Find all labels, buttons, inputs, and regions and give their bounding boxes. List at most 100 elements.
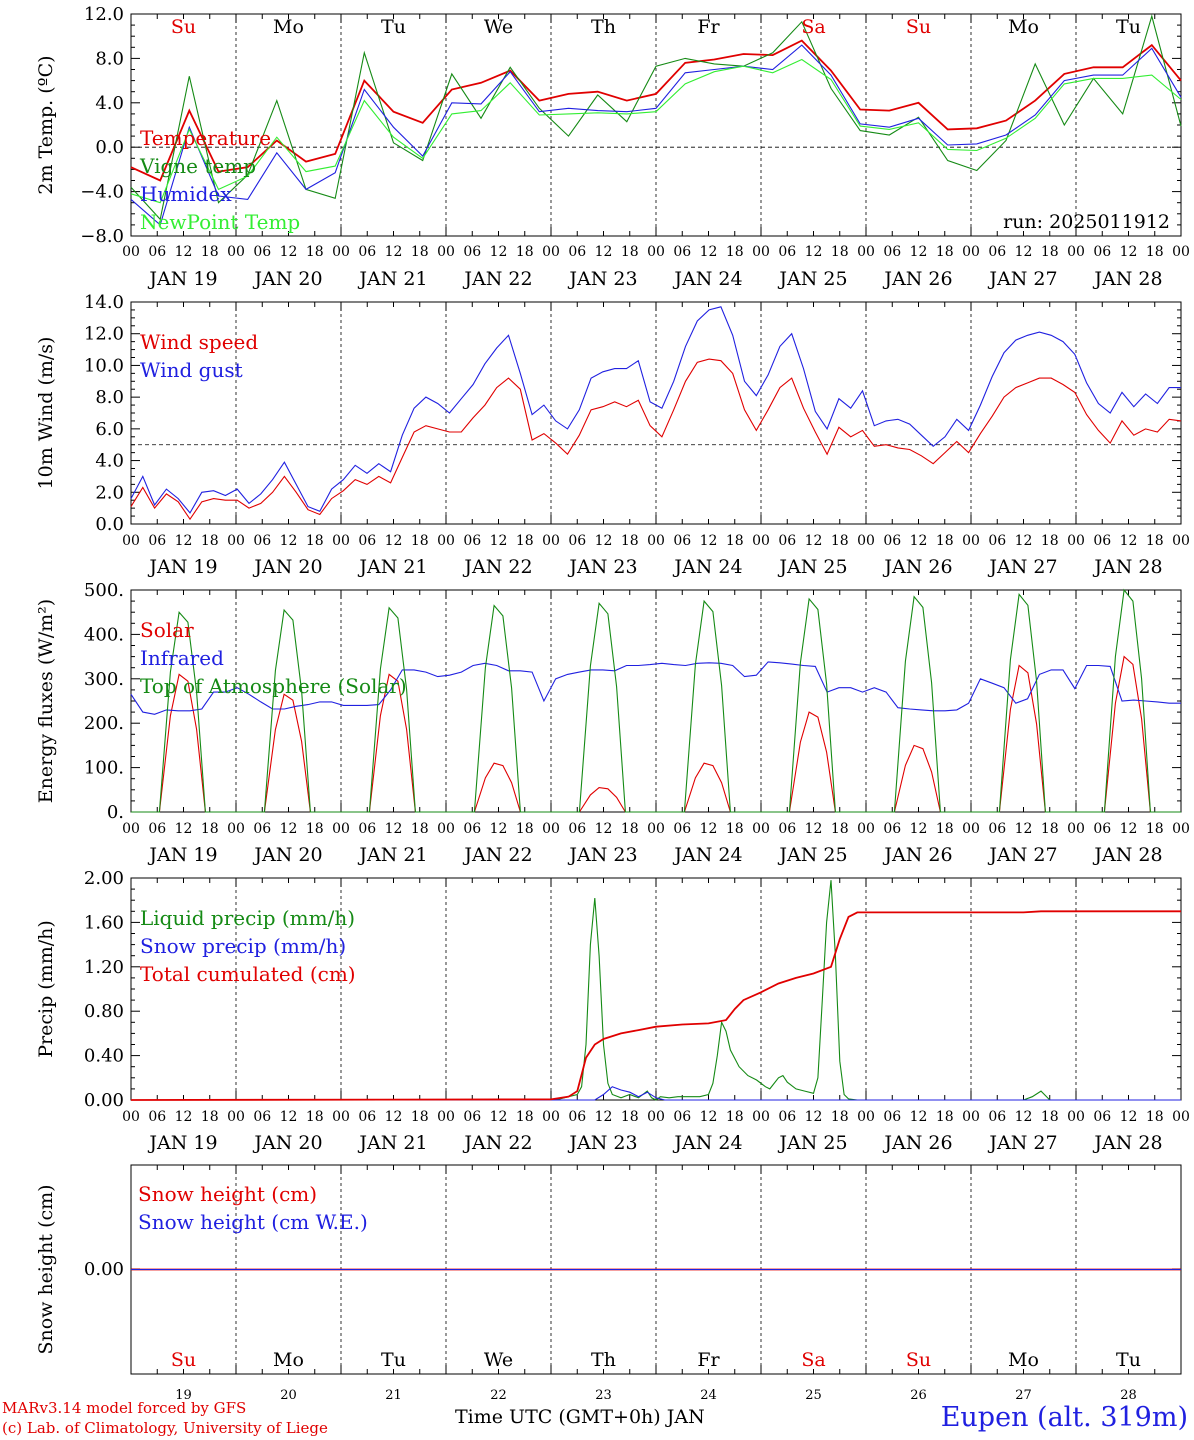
hour-tick-label: 06 [673, 821, 691, 837]
hour-tick-label: 12 [910, 1109, 928, 1125]
date-label: JAN 27 [987, 1132, 1057, 1154]
hour-tick-label: 18 [411, 1109, 429, 1125]
hour-tick-label: 12 [595, 533, 613, 549]
run-label: run: 2025011912 [1003, 211, 1170, 233]
hour-tick-label: 12 [805, 1109, 823, 1125]
hour-tick-label: 12 [175, 1109, 193, 1125]
hour-tick-label: 00 [542, 1109, 560, 1125]
hour-tick-label: 12 [805, 244, 823, 260]
hour-tick-label: 18 [516, 1109, 534, 1125]
hour-tick-label: 00 [122, 244, 140, 260]
hour-tick-label: 18 [831, 821, 849, 837]
hour-tick-label: 06 [778, 533, 796, 549]
hour-tick-label: 00 [647, 533, 665, 549]
hour-tick-label: 00 [962, 1109, 980, 1125]
hour-tick-label: 06 [148, 533, 166, 549]
hour-tick-label: 00 [1172, 244, 1190, 260]
date-label: JAN 20 [252, 556, 322, 578]
legend-entry: Wind gust [140, 358, 243, 382]
hour-tick-label: 12 [280, 1109, 298, 1125]
weekday-label: Sa [801, 16, 825, 38]
hour-tick-label: 06 [883, 533, 901, 549]
hour-tick-label: 00 [1067, 821, 1085, 837]
date-label: JAN 19 [147, 844, 217, 866]
day-number-label: 25 [805, 1388, 822, 1403]
series-line-newpoint-temp [130, 58, 1182, 204]
hour-tick-label: 06 [148, 244, 166, 260]
hour-tick-label: 00 [752, 1109, 770, 1125]
legend-entry: Total cumulated (cm) [140, 962, 356, 986]
hour-tick-label: 06 [988, 533, 1006, 549]
date-label: JAN 21 [357, 1132, 427, 1154]
hour-tick-label: 06 [358, 244, 376, 260]
hour-tick-label: 18 [201, 244, 219, 260]
hour-tick-label: 18 [831, 533, 849, 549]
date-label: JAN 26 [882, 1132, 952, 1154]
hour-tick-label: 18 [1146, 533, 1164, 549]
date-label: JAN 22 [462, 268, 532, 290]
y-tick-label: 10.0 [84, 355, 124, 376]
date-label: JAN 25 [777, 844, 847, 866]
hour-tick-label: 12 [280, 821, 298, 837]
hour-tick-label: 06 [463, 533, 481, 549]
day-number-label: 20 [280, 1388, 297, 1403]
hour-tick-label: 12 [700, 244, 718, 260]
hour-tick-label: 18 [621, 1109, 639, 1125]
series-line-liquid-precip-mm-h [131, 880, 1181, 1101]
hour-tick-label: 00 [437, 821, 455, 837]
hour-tick-label: 12 [490, 533, 508, 549]
weekday-label: We [484, 1349, 513, 1371]
hour-tick-label: 18 [306, 244, 324, 260]
hour-tick-label: 06 [358, 821, 376, 837]
x-axis-label: Time UTC (GMT+0h) JAN [455, 1406, 705, 1428]
legend-entry: Snow precip (mm/h) [140, 934, 346, 958]
hour-tick-label: 12 [1015, 533, 1033, 549]
hour-tick-label: 12 [595, 821, 613, 837]
date-label: JAN 25 [777, 556, 847, 578]
date-label: JAN 22 [462, 556, 532, 578]
day-number-label: 26 [910, 1388, 927, 1403]
y-tick-label: 0.80 [84, 1001, 124, 1022]
hour-tick-label: 12 [490, 244, 508, 260]
hour-tick-label: 06 [1093, 821, 1111, 837]
hour-tick-label: 18 [726, 533, 744, 549]
day-number-label: 24 [700, 1388, 717, 1403]
legend-entry: Top of Atmosphere (Solar) [140, 674, 407, 698]
hour-tick-label: 00 [542, 244, 560, 260]
y-tick-label: 0.0 [95, 137, 124, 158]
hour-tick-label: 06 [883, 1109, 901, 1125]
hour-tick-label: 18 [516, 533, 534, 549]
date-label: JAN 27 [987, 268, 1057, 290]
y-tick-label: 6.0 [95, 419, 124, 440]
date-label: JAN 21 [357, 844, 427, 866]
day-number-label: 28 [1120, 1388, 1137, 1403]
weekday-label: Tu [1116, 1349, 1141, 1371]
hour-tick-label: 06 [673, 533, 691, 549]
hour-tick-label: 00 [437, 1109, 455, 1125]
hour-tick-label: 00 [857, 533, 875, 549]
hour-tick-label: 00 [857, 821, 875, 837]
hour-tick-label: 00 [962, 533, 980, 549]
hour-tick-label: 18 [621, 244, 639, 260]
hour-tick-label: 18 [936, 821, 954, 837]
hour-tick-label: 06 [463, 1109, 481, 1125]
hour-tick-label: 00 [437, 244, 455, 260]
model-credit: MARv3.14 model forced by GFS [2, 1399, 247, 1417]
hour-tick-label: 18 [936, 533, 954, 549]
legend-entry: Solar [140, 618, 194, 642]
panel-5: 0.00 Snow height (cm) Snow height (cm) Snow… [35, 1164, 1182, 1403]
hour-tick-label: 00 [1172, 1109, 1190, 1125]
y-tick-label: 300. [84, 669, 124, 690]
hour-tick-label: 12 [385, 533, 403, 549]
hour-tick-label: 18 [936, 1109, 954, 1125]
y-tick-label: −4.0 [80, 182, 124, 203]
y-axis-title: 2m Temp. (ºC) [35, 55, 57, 194]
weekday-label: Sa [801, 1349, 825, 1371]
date-label: JAN 24 [672, 844, 742, 866]
hour-tick-label: 00 [542, 821, 560, 837]
weekday-label: Mo [273, 1349, 304, 1371]
hour-tick-label: 00 [122, 821, 140, 837]
hour-tick-label: 00 [332, 244, 350, 260]
hour-tick-label: 18 [936, 244, 954, 260]
